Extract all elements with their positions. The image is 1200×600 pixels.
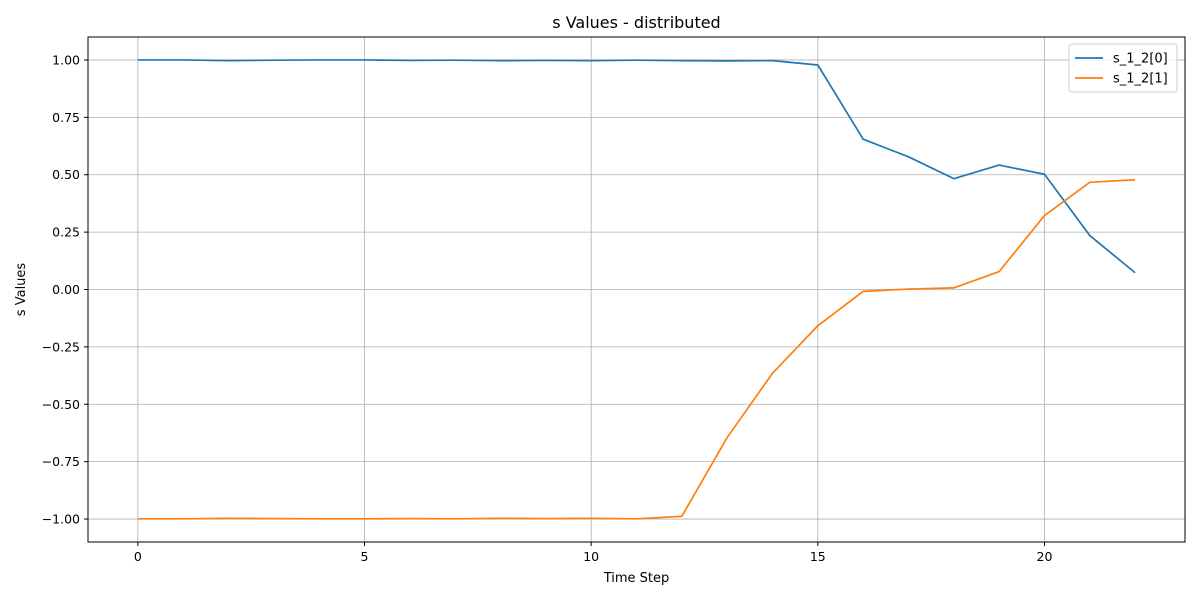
x-tick-label: 0	[134, 549, 142, 564]
legend: s_1_2[0] s_1_2[1]	[1068, 43, 1178, 93]
y-tick-label: 0.50	[52, 167, 80, 182]
y-axis-label: s Values	[14, 263, 29, 317]
x-tick-label: 20	[1037, 549, 1053, 564]
axis-ticks: 0 5 10 15 20 1.00 0.75 0.50 0.25 0.00 −0.25 −0.50 −0…	[42, 52, 1053, 564]
chart-title: s Values - distributed	[552, 13, 720, 32]
x-tick-label: 15	[810, 549, 826, 564]
x-tick-label: 10	[583, 549, 599, 564]
y-tick-label: 0.00	[52, 282, 80, 297]
series-line-0	[137, 59, 1136, 274]
y-tick-label: −0.50	[42, 397, 80, 412]
y-tick-label: −0.25	[42, 339, 80, 354]
y-tick-label: −0.75	[42, 454, 80, 469]
x-tick-label: 5	[361, 549, 369, 564]
legend-box	[1068, 43, 1178, 93]
x-axis-label: Time Step	[603, 571, 670, 586]
series-lines	[137, 59, 1136, 520]
legend-label: s_1_2[1]	[1113, 72, 1168, 87]
series-line-1	[137, 178, 1136, 520]
y-tick-label: 0.75	[52, 110, 80, 125]
legend-label: s_1_2[0]	[1113, 52, 1168, 67]
y-tick-label: 0.25	[52, 225, 80, 240]
y-tick-label: 1.00	[52, 52, 80, 67]
y-tick-label: −1.00	[42, 512, 80, 527]
